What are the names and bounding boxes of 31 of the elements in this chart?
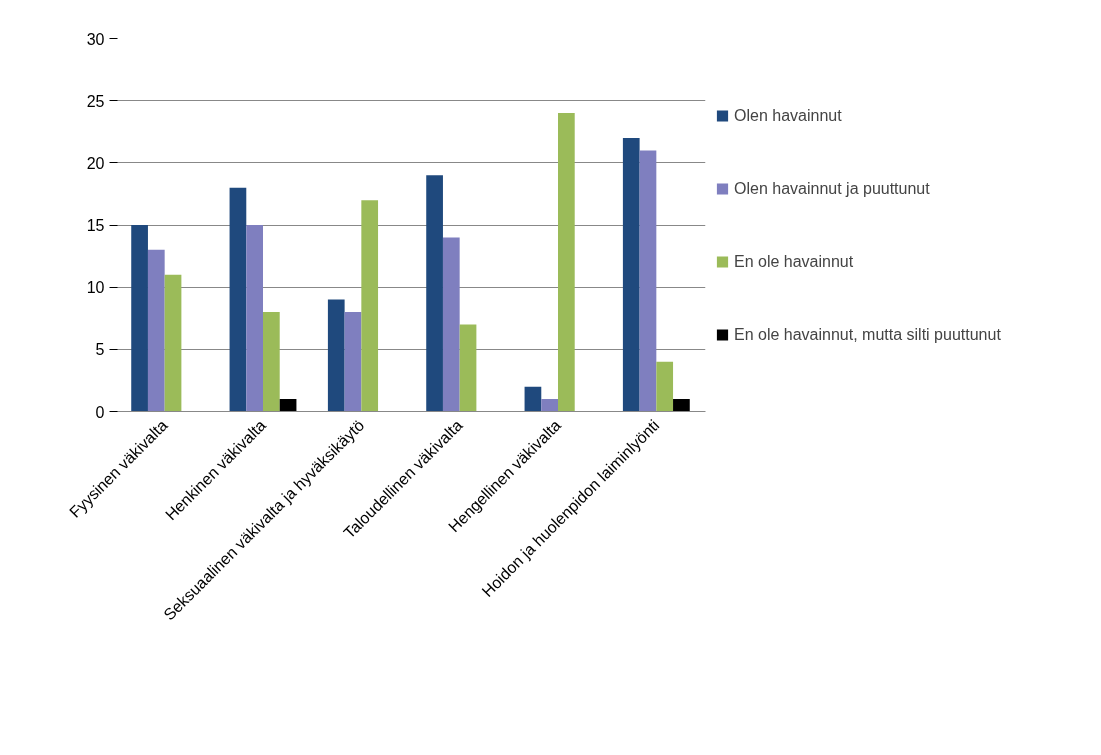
bar — [147, 249, 165, 412]
bar — [263, 312, 280, 412]
bar — [344, 312, 362, 412]
bar — [459, 324, 477, 412]
y-tick-label: 10 — [86, 279, 105, 297]
bar — [622, 137, 640, 412]
legend-label: Olen havainnut ja puuttunut — [734, 179, 930, 197]
bar — [524, 386, 542, 412]
bar — [656, 361, 674, 412]
y-tick-label: 20 — [86, 154, 105, 172]
bar — [246, 225, 263, 412]
bar — [426, 175, 443, 412]
legend-label: En ole havainnut, mutta silti puuttunut — [734, 325, 1001, 343]
y-tick-label: 15 — [86, 217, 105, 234]
bar — [229, 187, 247, 412]
bar — [541, 399, 558, 412]
bar — [558, 113, 575, 412]
bar — [639, 150, 657, 412]
bar — [131, 225, 148, 412]
bar — [164, 274, 182, 412]
bar — [673, 399, 690, 412]
bar — [361, 200, 379, 412]
legend-label: En ole havainnut — [734, 252, 854, 270]
bar — [327, 299, 345, 412]
y-tick-label: 25 — [86, 92, 105, 110]
legend-label: Olen havainnut — [734, 106, 842, 124]
y-tick-label: 5 — [95, 341, 105, 359]
bar — [442, 237, 460, 412]
y-tick-label: 30 — [86, 30, 105, 48]
y-tick-label: 0 — [95, 403, 105, 421]
bar — [279, 399, 297, 412]
